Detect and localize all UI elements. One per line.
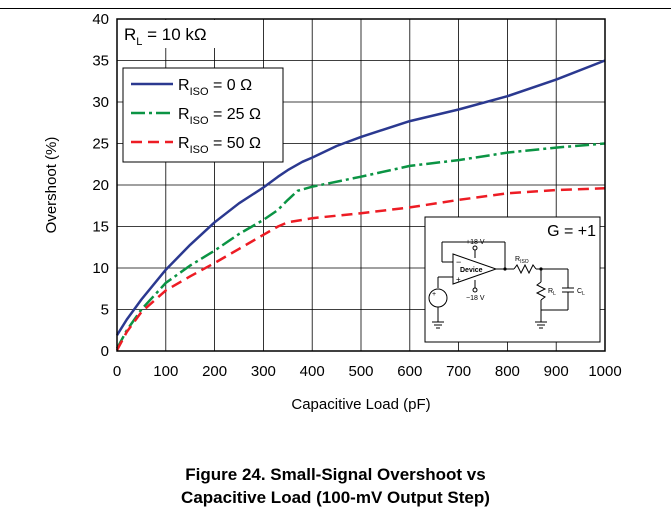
riso-resistor bbox=[513, 263, 537, 275]
opamp-minus: − bbox=[456, 257, 461, 267]
source-plus: + bbox=[432, 291, 436, 298]
load-annotation-box bbox=[120, 20, 218, 48]
y-tick-label: 40 bbox=[92, 11, 109, 28]
opamp-symbol bbox=[452, 253, 498, 285]
series-layer bbox=[115, 59, 606, 351]
y-tick-label: 25 bbox=[92, 136, 109, 153]
supply-neg-label: −18 V bbox=[466, 295, 485, 302]
x-tick-label: 500 bbox=[348, 363, 373, 380]
supply-pos-label: +18 V bbox=[466, 239, 485, 246]
y-tick-label: 20 bbox=[92, 177, 109, 194]
rl-label: RL bbox=[548, 288, 556, 297]
legend: RISO = 0 Ω RISO = 25 Ω RISO = 50 Ω bbox=[122, 67, 284, 163]
y-tick-label: 0 bbox=[101, 343, 109, 360]
circuit-schematic bbox=[428, 241, 574, 329]
x-tick-label: 200 bbox=[202, 363, 227, 380]
y-tick-label: 35 bbox=[92, 53, 109, 70]
inset-box bbox=[424, 216, 601, 343]
x-tick-label: 300 bbox=[251, 363, 276, 380]
riso-label: RISO bbox=[515, 256, 529, 265]
y-axis-label: Overshoot (%) bbox=[43, 137, 60, 234]
x-tick-label: 100 bbox=[153, 363, 178, 380]
series-line-1 bbox=[115, 59, 606, 336]
x-tick-label: 0 bbox=[113, 363, 121, 380]
x-tick-label: 800 bbox=[495, 363, 520, 380]
svg-text:RL = 10 kΩ: RL = 10 kΩ bbox=[124, 25, 207, 48]
overshoot-chart: 0 100 200 300 400 500 600 700 800 900 1000 0 5 10 15 20… bbox=[43, 11, 622, 413]
x-axis-label: Capacitive Load (pF) bbox=[291, 396, 430, 413]
cl-label: CL bbox=[577, 288, 585, 297]
rl-resistor bbox=[535, 281, 547, 301]
opamp-plus: + bbox=[456, 275, 461, 284]
y-tick-label: 5 bbox=[101, 302, 109, 319]
load-annotation: RL = 10 kΩ bbox=[120, 20, 218, 48]
caption-line-1: Figure 24. Small-Signal Overshoot vs bbox=[185, 465, 486, 484]
x-tick-label: 700 bbox=[446, 363, 471, 380]
legend-label-1: RISO = 0 Ω bbox=[178, 77, 252, 98]
series-line-3 bbox=[115, 187, 606, 351]
legend-label-3: RISO = 50 Ω bbox=[178, 135, 261, 156]
plot-frame bbox=[116, 18, 606, 352]
tick-labels: 0 100 200 300 400 500 600 700 800 900 1000 0 5 10 15 20… bbox=[92, 11, 621, 380]
gain-label: G = +1 bbox=[547, 223, 596, 240]
legend-label-2: RISO = 25 Ω bbox=[178, 106, 261, 127]
x-tick-label: 600 bbox=[397, 363, 422, 380]
figure-caption: Figure 24. Small-Signal Overshoot vs Cap… bbox=[0, 463, 671, 509]
circuit-inset: G = +1 bbox=[424, 216, 601, 343]
top-rule bbox=[0, 8, 671, 9]
x-tick-label: 900 bbox=[544, 363, 569, 380]
y-tick-label: 15 bbox=[92, 219, 109, 236]
x-tick-label: 400 bbox=[300, 363, 325, 380]
y-tick-label: 10 bbox=[92, 260, 109, 277]
x-tick-label: 1000 bbox=[588, 363, 621, 380]
series-line-2 bbox=[115, 142, 606, 350]
device-label: Device bbox=[460, 267, 483, 274]
y-tick-label: 30 bbox=[92, 94, 109, 111]
caption-line-2: Capacitive Load (100-mV Output Step) bbox=[181, 488, 490, 507]
